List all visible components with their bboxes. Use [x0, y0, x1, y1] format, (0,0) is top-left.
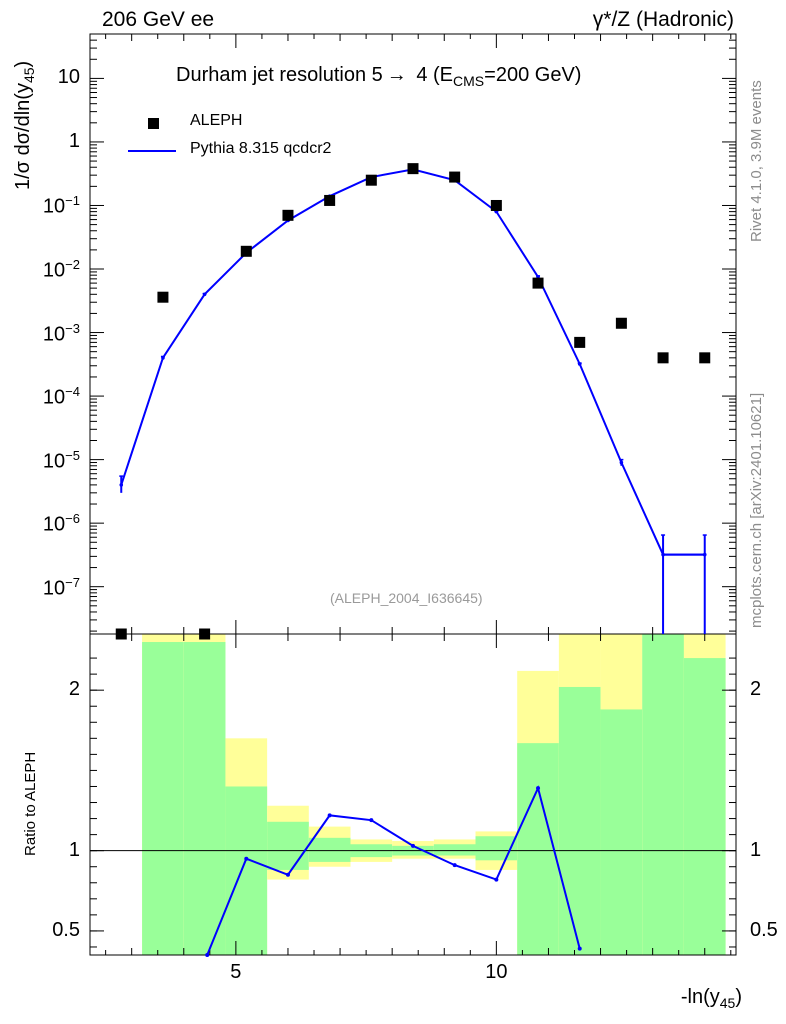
pythia-main-line [120, 168, 705, 556]
main-ylabel-sub: 45 [21, 67, 37, 84]
analysis-watermark: (ALEPH_2004_I636645) [330, 590, 483, 606]
arrow-icon: → [386, 64, 407, 86]
ratio-ytick-label: 1 [68, 838, 80, 861]
main-ytick-label: 10−7 [42, 574, 80, 600]
energy-label: 206 GeV ee [102, 8, 215, 31]
title-subscript: CMS [453, 73, 485, 89]
aleph-data-point [240, 245, 252, 257]
legend-line-icon [128, 150, 176, 152]
green-band [517, 743, 559, 955]
aleph-data-point [115, 628, 127, 640]
aleph-data-point [449, 171, 461, 183]
main-ylabel: 1/σ dσ/dln(y45) [12, 61, 37, 190]
green-band [433, 844, 476, 856]
aleph-data-point [615, 317, 627, 329]
pythia-point [619, 460, 624, 465]
aleph-data-point [407, 163, 419, 175]
pythia-ratio-point [577, 946, 582, 951]
main-ytick-label: 10−3 [42, 320, 80, 346]
green-band [142, 642, 184, 955]
ratio-ytick-label-right: 1 [750, 838, 762, 861]
pythia-point [119, 483, 124, 487]
pythia-point [577, 362, 582, 366]
pythia-point [161, 356, 165, 360]
aleph-data-point [657, 352, 669, 364]
pythia-ratio-point [244, 856, 249, 861]
main-ytick-label: 10−6 [42, 511, 80, 536]
xlabel-tail: ) [735, 986, 742, 1008]
green-band [225, 786, 268, 955]
green-band [600, 709, 643, 955]
aleph-data-point [324, 194, 336, 206]
ratio-ytick-label-right: 0.5 [750, 918, 778, 941]
pythia-point [202, 292, 207, 297]
aleph-data-point [574, 336, 586, 348]
ratio-xlabel: -ln(y45) [681, 986, 742, 1011]
ratio-ytick-label-right: 2 [750, 678, 762, 701]
aleph-data-point [282, 209, 294, 221]
pythia-ratio-point [411, 843, 415, 848]
series-layer [115, 163, 711, 957]
pythia-ratio-point [452, 863, 457, 868]
legend-label-pythia: Pythia 8.315 qcdcr2 [190, 140, 332, 157]
aleph-data-point [699, 352, 711, 364]
green-band [267, 821, 309, 870]
main-ytick-label: 10−1 [42, 193, 80, 219]
green-band [683, 658, 726, 955]
ratio-plot-frame [89, 633, 737, 956]
pythia-ratio-point [327, 813, 332, 818]
main-ylabel-text: 1/σ dσ/dln(y [12, 83, 34, 190]
tick-marks [90, 33, 736, 955]
legend-label-aleph: ALEPH [190, 112, 243, 129]
main-ytick-label: 10−4 [42, 384, 80, 409]
green-band [558, 686, 601, 955]
pythia-ratio-point [494, 877, 499, 882]
green-band [642, 634, 684, 955]
ratio-ytick-label: 2 [68, 678, 80, 701]
rivet-version-text: Rivet 4.1.0, 3.9M events [748, 80, 765, 242]
main-ytick-label: 10−5 [42, 447, 80, 473]
xlabel-text: -ln(y [680, 986, 720, 1008]
main-ylabel-tail: ) [12, 60, 34, 68]
xtick-label: 5 [230, 961, 242, 983]
xlabel-sub: 45 [719, 995, 736, 1011]
green-band [308, 837, 351, 862]
main-plot-frame [89, 33, 737, 635]
aleph-data-point [365, 174, 377, 186]
aleph-data-point [199, 628, 211, 640]
pythia-ratio-point [285, 872, 290, 877]
aleph-data-point [532, 277, 544, 289]
axes-frames [89, 33, 737, 956]
legend-marker-square-icon [148, 118, 159, 129]
main-ytick-label: 10−2 [42, 257, 80, 282]
aleph-data-point [490, 199, 502, 211]
title-main: Durham jet resolution 5 [176, 64, 383, 86]
process-label: γ*/Z (Hadronic) [592, 8, 734, 31]
mcplots-text: mcplots.cern.ch [arXiv:2401.10621] [748, 392, 765, 628]
uncertainty-bands [142, 634, 726, 955]
ratio-ytick-label: 0.5 [52, 918, 80, 941]
aleph-data-point [157, 291, 169, 303]
pythia-ratio-line [206, 785, 581, 956]
xtick-label: 10 [485, 961, 508, 983]
green-band [183, 642, 226, 955]
title-tail: 4 (E [410, 64, 454, 86]
main-ytick-label: 10 [57, 66, 80, 89]
main-ytick-label: 1 [68, 129, 80, 152]
pythia-ratio-point [369, 818, 374, 823]
ratio-ylabel: Ratio to ALEPH [22, 751, 39, 856]
title-tail-post: =200 GeV) [484, 64, 582, 86]
pythia-ratio-point [536, 786, 541, 791]
chart-title: Durham jet resolution 5 → 4 (ECMS=200 GeV… [176, 64, 581, 89]
pythia-ratio-point [205, 953, 210, 957]
